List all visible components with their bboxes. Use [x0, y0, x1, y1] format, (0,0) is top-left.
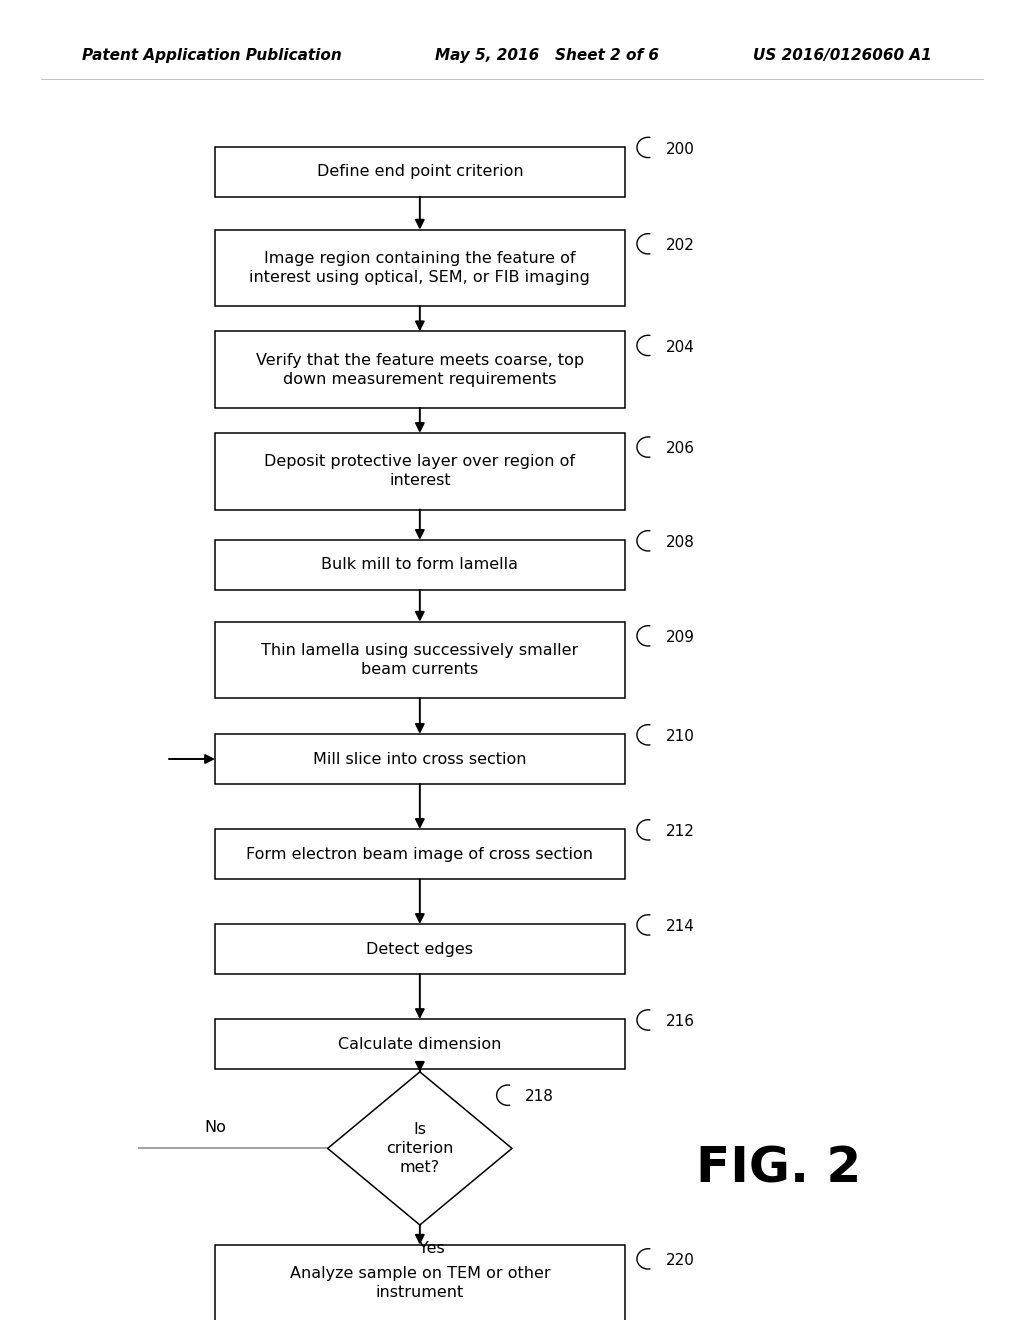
Text: Thin lamella using successively smaller
beam currents: Thin lamella using successively smaller … — [261, 643, 579, 677]
FancyBboxPatch shape — [215, 1019, 625, 1069]
Polygon shape — [328, 1072, 512, 1225]
FancyBboxPatch shape — [215, 433, 625, 510]
Text: No: No — [204, 1121, 226, 1135]
FancyBboxPatch shape — [215, 1245, 625, 1320]
FancyBboxPatch shape — [215, 924, 625, 974]
FancyBboxPatch shape — [215, 734, 625, 784]
Text: Bulk mill to form lamella: Bulk mill to form lamella — [322, 557, 518, 573]
Text: 210: 210 — [666, 729, 694, 744]
Text: 200: 200 — [666, 141, 694, 157]
Text: Patent Application Publication: Patent Application Publication — [82, 48, 342, 63]
Text: 202: 202 — [666, 238, 694, 253]
Text: FIG. 2: FIG. 2 — [695, 1144, 861, 1192]
Text: Analyze sample on TEM or other
instrument: Analyze sample on TEM or other instrumen… — [290, 1266, 550, 1300]
FancyBboxPatch shape — [215, 829, 625, 879]
Text: Is
criterion
met?: Is criterion met? — [386, 1122, 454, 1175]
FancyBboxPatch shape — [215, 622, 625, 698]
Text: 206: 206 — [666, 441, 694, 457]
Text: Detect edges: Detect edges — [367, 941, 473, 957]
Text: 220: 220 — [666, 1253, 694, 1269]
Text: Image region containing the feature of
interest using optical, SEM, or FIB imagi: Image region containing the feature of i… — [250, 251, 590, 285]
Text: May 5, 2016   Sheet 2 of 6: May 5, 2016 Sheet 2 of 6 — [435, 48, 659, 63]
Text: Verify that the feature meets coarse, top
down measurement requirements: Verify that the feature meets coarse, to… — [256, 352, 584, 387]
Text: 204: 204 — [666, 339, 694, 355]
Text: Deposit protective layer over region of
interest: Deposit protective layer over region of … — [264, 454, 575, 488]
Text: Define end point criterion: Define end point criterion — [316, 164, 523, 180]
Text: Form electron beam image of cross section: Form electron beam image of cross sectio… — [247, 846, 593, 862]
Text: 209: 209 — [666, 630, 694, 645]
FancyBboxPatch shape — [215, 331, 625, 408]
Text: US 2016/0126060 A1: US 2016/0126060 A1 — [753, 48, 932, 63]
Text: 218: 218 — [525, 1089, 554, 1105]
Text: Mill slice into cross section: Mill slice into cross section — [313, 751, 526, 767]
Text: 216: 216 — [666, 1014, 694, 1030]
FancyBboxPatch shape — [215, 540, 625, 590]
Text: Calculate dimension: Calculate dimension — [338, 1036, 502, 1052]
FancyBboxPatch shape — [215, 147, 625, 197]
Text: 214: 214 — [666, 919, 694, 935]
Text: Yes: Yes — [419, 1241, 445, 1255]
FancyBboxPatch shape — [215, 230, 625, 306]
Text: 208: 208 — [666, 535, 694, 550]
Text: 212: 212 — [666, 824, 694, 840]
